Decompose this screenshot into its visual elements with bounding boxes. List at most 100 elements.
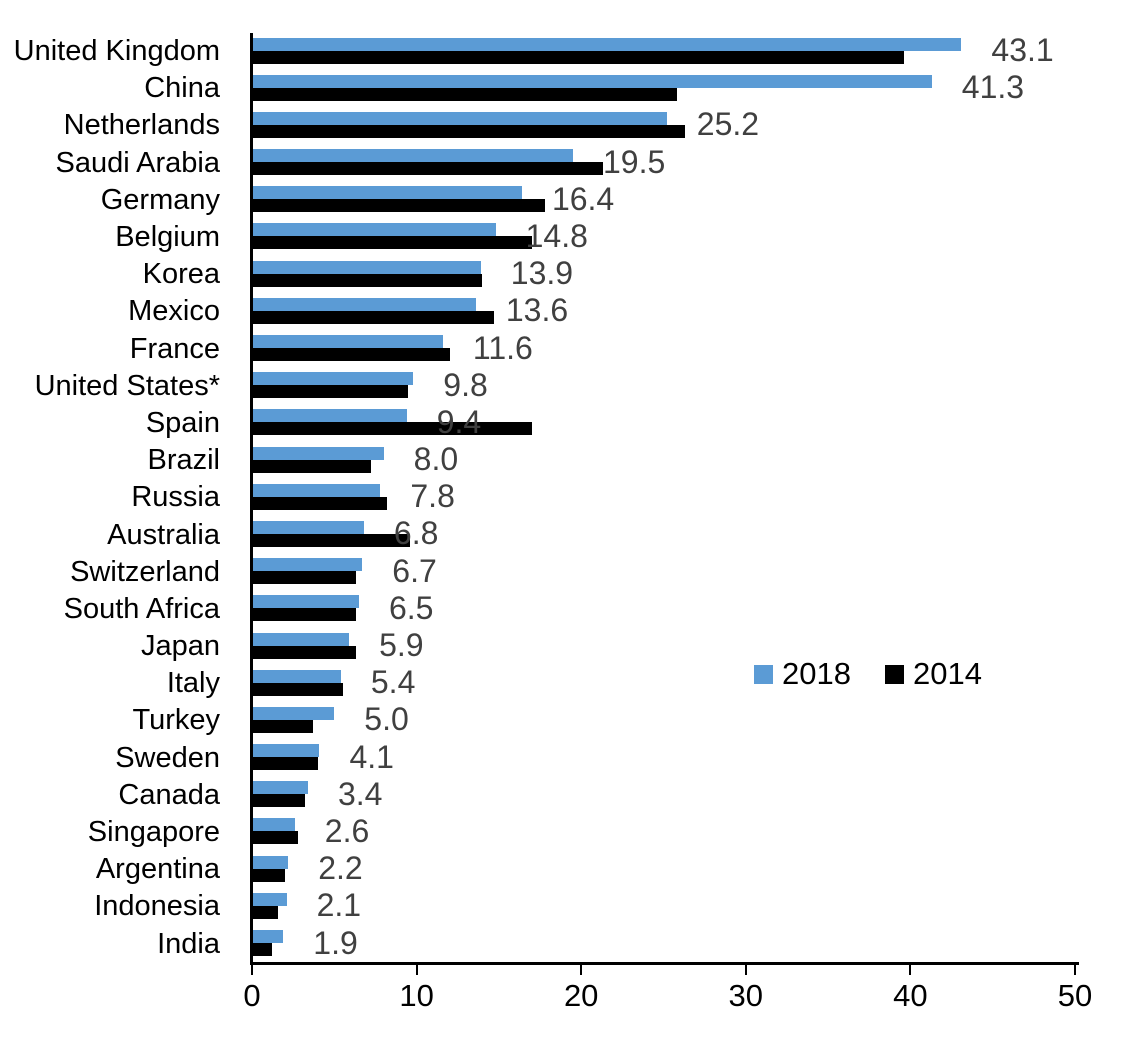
data-label: 19.5 bbox=[602, 143, 666, 180]
bar-row: United States* 9.8 bbox=[0, 367, 1123, 405]
category-label: Singapore bbox=[87, 816, 220, 849]
bar-row: Italy 5.4 bbox=[0, 664, 1123, 702]
bar-row: Spain 9.4 bbox=[0, 404, 1123, 442]
bar-row: Indonesia 2.1 bbox=[0, 887, 1123, 925]
bar-row: United Kingdom 43.1 bbox=[0, 32, 1123, 70]
bar-2018 bbox=[252, 595, 359, 609]
x-tick bbox=[909, 965, 912, 975]
bar-row: South Africa 6.5 bbox=[0, 589, 1123, 628]
bar-2018 bbox=[252, 781, 308, 795]
legend-swatch-2014 bbox=[884, 664, 904, 684]
bar-row: Brazil 8.0 bbox=[0, 441, 1123, 479]
bar-2014 bbox=[252, 310, 494, 324]
bar-2014 bbox=[252, 348, 450, 361]
data-label: 13.9 bbox=[510, 255, 574, 292]
category-label: India bbox=[157, 927, 220, 960]
data-label: 4.1 bbox=[349, 738, 394, 775]
legend: 2018 2014 bbox=[754, 656, 982, 692]
data-label: 25.2 bbox=[696, 106, 760, 143]
bar-row: Turkey 5.0 bbox=[0, 701, 1123, 739]
data-label: 1.9 bbox=[313, 924, 358, 961]
bar-2014 bbox=[252, 124, 685, 138]
category-label: Japan bbox=[140, 630, 220, 663]
x-tick bbox=[415, 965, 418, 975]
bar-2018 bbox=[252, 855, 289, 869]
data-label: 7.8 bbox=[410, 478, 455, 515]
bar-2014 bbox=[252, 905, 279, 919]
bar-2014 bbox=[252, 50, 904, 64]
data-label: 2.2 bbox=[318, 850, 363, 887]
data-label: 5.0 bbox=[364, 701, 409, 738]
legend-label-2014: 2014 bbox=[912, 656, 982, 691]
bar-row: Australia 6.8 bbox=[0, 515, 1123, 553]
bar-row: China 41.3 bbox=[0, 69, 1123, 107]
category-label: Argentina bbox=[95, 853, 220, 886]
bar-2014 bbox=[252, 943, 272, 956]
bar-2018 bbox=[252, 446, 384, 460]
bar-row: Belgium 14.8 bbox=[0, 217, 1123, 256]
bar-row: Germany 16.4 bbox=[0, 180, 1123, 219]
data-label: 43.1 bbox=[991, 32, 1054, 68]
data-label: 2.1 bbox=[316, 887, 362, 924]
category-label: Australia bbox=[107, 518, 220, 551]
category-label: United States* bbox=[34, 369, 220, 402]
category-label: Brazil bbox=[147, 444, 220, 477]
category-label: Saudi Arabia bbox=[55, 146, 220, 179]
x-tick-label: 20 bbox=[563, 978, 599, 1013]
category-label: Turkey bbox=[132, 704, 220, 737]
x-axis-line bbox=[250, 962, 1079, 965]
data-label: 14.8 bbox=[525, 217, 588, 254]
data-label: 13.6 bbox=[505, 292, 569, 329]
bar-2014 bbox=[252, 831, 299, 845]
category-label: Korea bbox=[142, 258, 220, 291]
bar-2018 bbox=[252, 74, 932, 88]
category-label: France bbox=[129, 332, 220, 365]
bar-row: Switzerland 6.7 bbox=[0, 553, 1123, 591]
data-label: 5.9 bbox=[379, 627, 424, 663]
data-label: 8.0 bbox=[413, 441, 459, 478]
bar-2014 bbox=[252, 868, 285, 882]
data-label: 16.4 bbox=[551, 180, 615, 217]
bar-2018 bbox=[252, 892, 287, 906]
bar-2014 bbox=[252, 533, 411, 547]
legend-swatch-2018 bbox=[754, 664, 773, 684]
bar-2014 bbox=[252, 87, 677, 101]
x-tick bbox=[580, 965, 583, 975]
category-label: Mexico bbox=[128, 295, 220, 328]
category-label: South Africa bbox=[63, 592, 220, 625]
bar-2018 bbox=[252, 37, 962, 51]
category-label: China bbox=[144, 72, 220, 105]
bar-2014 bbox=[252, 199, 545, 213]
bar-2018 bbox=[252, 372, 414, 386]
data-label: 6.5 bbox=[388, 589, 434, 626]
bar-row: India 1.9 bbox=[0, 924, 1123, 963]
bar-row: Mexico 13.6 bbox=[0, 292, 1123, 330]
x-tick-label: 30 bbox=[728, 978, 764, 1013]
bar-2014 bbox=[252, 385, 409, 399]
bar-2018 bbox=[252, 706, 335, 720]
bar-2014 bbox=[252, 496, 387, 510]
category-label: Switzerland bbox=[70, 555, 220, 588]
bar-2014 bbox=[252, 571, 356, 585]
x-tick-label: 10 bbox=[399, 978, 434, 1013]
bar-2018 bbox=[252, 297, 476, 311]
data-label: 5.4 bbox=[370, 664, 416, 701]
bar-2018 bbox=[252, 669, 341, 683]
bar-row: Japan 5.9 bbox=[0, 627, 1123, 665]
bar-row: Canada 3.4 bbox=[0, 776, 1123, 814]
bar-row: Singapore 2.6 bbox=[0, 813, 1123, 851]
bar-2018 bbox=[252, 149, 573, 163]
bar-2018 bbox=[252, 930, 284, 943]
bar-2014 bbox=[252, 236, 532, 250]
category-label: Canada bbox=[118, 778, 220, 811]
bar-2014 bbox=[252, 608, 356, 622]
bar-2014 bbox=[252, 459, 371, 473]
x-tick-label: 50 bbox=[1057, 978, 1093, 1013]
category-label: Germany bbox=[100, 183, 220, 216]
bar-2018 bbox=[252, 483, 381, 497]
x-tick-label: 0 bbox=[243, 978, 261, 1013]
bar-2018 bbox=[252, 558, 363, 572]
legend-label-2018: 2018 bbox=[782, 656, 851, 691]
bar-2014 bbox=[252, 719, 313, 733]
x-tick bbox=[251, 965, 253, 975]
